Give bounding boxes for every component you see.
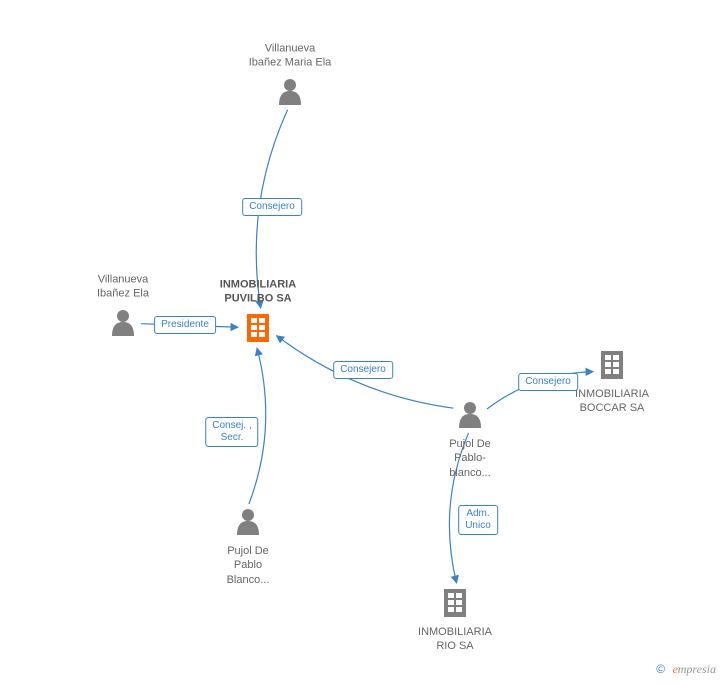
brand-rest: mpresia xyxy=(678,662,716,676)
building-icon xyxy=(601,351,623,379)
center-node-icon xyxy=(247,314,269,342)
network-node: VillanuevaIbañez Ela xyxy=(73,272,173,305)
person-icon xyxy=(459,402,481,428)
building-icon xyxy=(444,589,466,617)
footer-credit: © empresia xyxy=(656,662,716,677)
node-label: Pujol DePabloBlanco... xyxy=(198,544,298,587)
network-node: INMOBILIARIARIO SA xyxy=(405,621,505,654)
center-node: INMOBILIARIAPUVILBO SA xyxy=(208,277,308,310)
network-node: VillanuevaIbañez Maria Ela xyxy=(240,41,340,74)
network-node: Pujol DePablo-blanco... xyxy=(420,433,520,480)
network-canvas xyxy=(0,0,728,685)
node-label: Pujol DePablo-blanco... xyxy=(420,437,520,480)
node-label: INMOBILIARIABOCCAR SA xyxy=(562,387,662,416)
edge-label: Consejero xyxy=(333,361,393,379)
node-label: INMOBILIARIAPUVILBO SA xyxy=(208,277,308,306)
node-label: VillanuevaIbañez Ela xyxy=(73,272,173,301)
person-icon xyxy=(237,509,259,535)
node-label: VillanuevaIbañez Maria Ela xyxy=(240,41,340,70)
edge-label: Adm.Unico xyxy=(458,505,498,535)
node-label: INMOBILIARIARIO SA xyxy=(405,625,505,654)
edge-label: Consejero xyxy=(242,198,302,216)
edge-label: Consej. ,Secr. xyxy=(205,417,258,447)
person-icon xyxy=(112,310,134,336)
network-node: Pujol DePabloBlanco... xyxy=(198,540,298,587)
edge-label: Presidente xyxy=(154,316,216,334)
network-node: INMOBILIARIABOCCAR SA xyxy=(562,383,662,416)
person-icon xyxy=(279,79,301,105)
copyright-symbol: © xyxy=(656,662,665,676)
